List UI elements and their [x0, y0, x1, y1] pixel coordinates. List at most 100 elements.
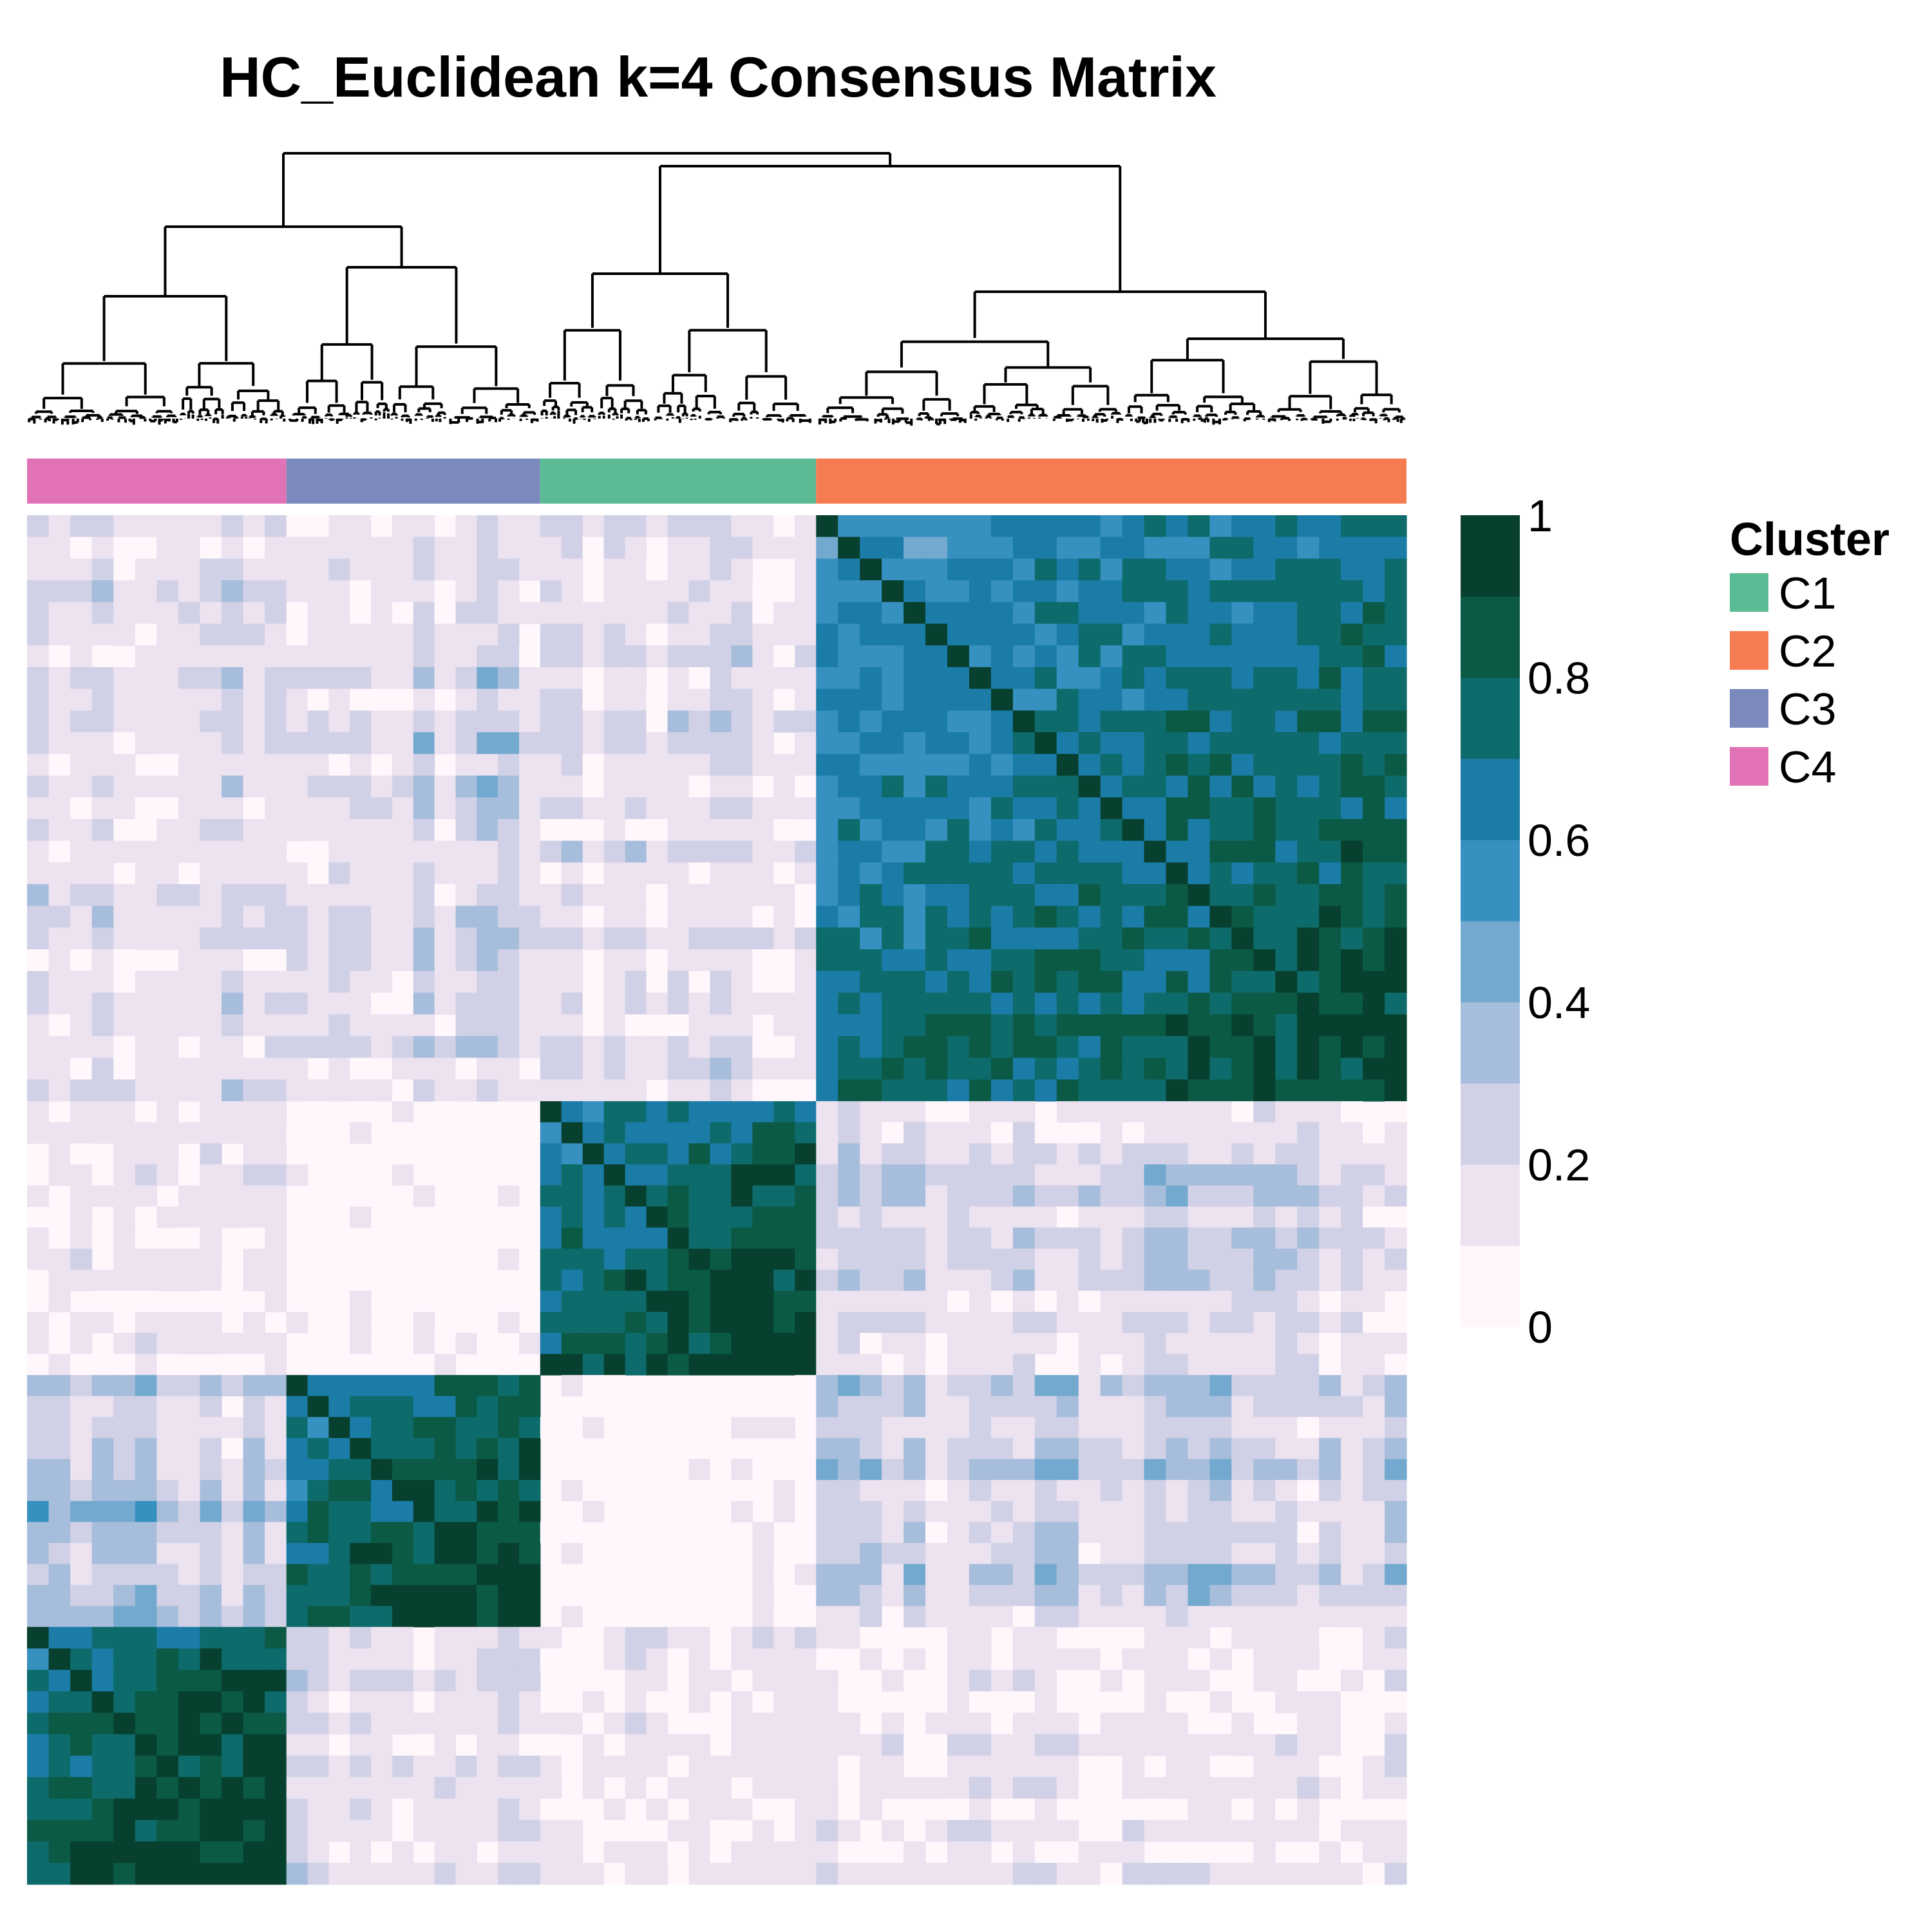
heatmap-cell	[328, 645, 350, 668]
heatmap-cell	[307, 1480, 329, 1502]
heatmap-cell	[477, 1712, 498, 1735]
heatmap-cell	[113, 1185, 136, 1208]
heatmap-cell	[1056, 1820, 1079, 1842]
heatmap-cell	[1231, 601, 1254, 625]
heatmap-cell	[1078, 1122, 1101, 1144]
heatmap-cell	[135, 1417, 157, 1439]
heatmap-cell	[1188, 1669, 1211, 1692]
heatmap-cell	[1319, 1269, 1341, 1291]
heatmap-cell	[1231, 645, 1254, 668]
heatmap-cell	[1363, 688, 1385, 711]
heatmap-cell	[1209, 558, 1232, 581]
heatmap-cell	[413, 1480, 435, 1502]
heatmap-cell	[688, 1206, 711, 1228]
heatmap-cell	[307, 515, 329, 538]
heatmap-cell	[243, 1396, 265, 1417]
heatmap-cell	[773, 1227, 795, 1249]
heatmap-cell	[307, 623, 329, 646]
heatmap-cell	[1319, 1756, 1341, 1778]
heatmap-cell	[882, 1014, 904, 1037]
heatmap-cell	[27, 905, 50, 928]
heatmap-cell	[477, 1079, 498, 1102]
heatmap-cell	[286, 1501, 308, 1522]
heatmap-cell	[1122, 1777, 1145, 1799]
heatmap-cell	[882, 949, 904, 972]
heatmap-cell	[925, 1522, 948, 1544]
heatmap-cell	[1166, 667, 1189, 690]
heatmap-cell	[795, 1248, 817, 1271]
heatmap-cell	[710, 1777, 732, 1799]
heatmap-cell	[1341, 710, 1363, 733]
heatmap-cell	[882, 1036, 904, 1059]
heatmap-cell	[27, 1564, 50, 1586]
heatmap-cell	[816, 732, 838, 755]
heatmap-cell	[1319, 1734, 1341, 1756]
heatmap-cell	[113, 1101, 136, 1123]
heatmap-cell	[1078, 645, 1101, 668]
heatmap-cell	[752, 688, 774, 711]
heatmap-cell	[1034, 536, 1057, 560]
heatmap-cell	[518, 515, 541, 538]
heatmap-cell	[1188, 905, 1211, 928]
heatmap-cell	[371, 1522, 393, 1544]
heatmap-cell	[1144, 862, 1167, 885]
heatmap-cell	[1100, 1248, 1123, 1271]
heatmap-cell	[27, 1777, 50, 1799]
heatmap-cell	[1319, 710, 1341, 733]
heatmap-cell	[477, 905, 498, 928]
heatmap-cell	[1385, 1756, 1407, 1778]
heatmap-cell	[773, 819, 795, 842]
heatmap-cell	[1012, 971, 1036, 994]
heatmap-cell	[518, 775, 541, 798]
heatmap-cell	[1144, 1248, 1167, 1271]
heatmap-cell	[860, 1312, 882, 1334]
heatmap-cell	[1231, 927, 1254, 950]
heatmap-cell	[222, 971, 244, 994]
heatmap-cell	[1144, 927, 1167, 950]
heatmap-cell	[540, 753, 562, 777]
heatmap-cell	[286, 1396, 308, 1417]
heatmap-cell	[135, 1437, 157, 1460]
heatmap-cell	[1231, 1459, 1254, 1481]
heatmap-cell	[1122, 1669, 1145, 1692]
heatmap-cell	[1231, 1079, 1254, 1102]
heatmap-cell	[200, 1417, 222, 1439]
heatmap-cell	[222, 1437, 244, 1460]
heatmap-cell	[904, 1480, 926, 1502]
heatmap-cell	[603, 1396, 626, 1417]
heatmap-cell	[1341, 645, 1363, 668]
heatmap-cell	[561, 971, 583, 994]
heatmap-cell	[455, 1079, 477, 1102]
heatmap-cell	[561, 1354, 583, 1376]
heatmap-cell	[1275, 819, 1298, 842]
heatmap-cell	[222, 1332, 244, 1355]
heatmap-cell	[1385, 580, 1407, 603]
heatmap-cell	[1385, 1480, 1407, 1502]
heatmap-cell	[477, 1605, 498, 1627]
heatmap-cell	[70, 1164, 93, 1186]
heatmap-cell	[1122, 1820, 1145, 1842]
heatmap-cell	[1385, 1564, 1407, 1586]
heatmap-cell	[795, 1501, 817, 1522]
heatmap-cell	[731, 775, 753, 798]
heatmap-cell	[752, 1143, 774, 1165]
heatmap-cell	[752, 645, 774, 668]
heatmap-cell	[603, 1734, 626, 1756]
heatmap-cell	[1188, 1354, 1211, 1376]
heatmap-cell	[135, 1777, 157, 1799]
heatmap-cell	[1275, 1014, 1298, 1037]
heatmap-cell	[350, 971, 372, 994]
heatmap-cell	[27, 1079, 50, 1102]
heatmap-cell	[969, 992, 992, 1015]
heatmap-cell	[328, 1862, 350, 1885]
heatmap-cell	[350, 1459, 372, 1481]
heatmap-cell	[795, 927, 817, 950]
heatmap-cell	[1012, 1057, 1036, 1080]
heatmap-cell	[1166, 1605, 1189, 1627]
heatmap-cell	[969, 840, 992, 863]
heatmap-cell	[1341, 1269, 1363, 1291]
heatmap-cell	[1122, 601, 1145, 625]
heatmap-cell	[838, 1332, 860, 1355]
heatmap-cell	[925, 1437, 948, 1460]
heatmap-cell	[1100, 667, 1123, 690]
